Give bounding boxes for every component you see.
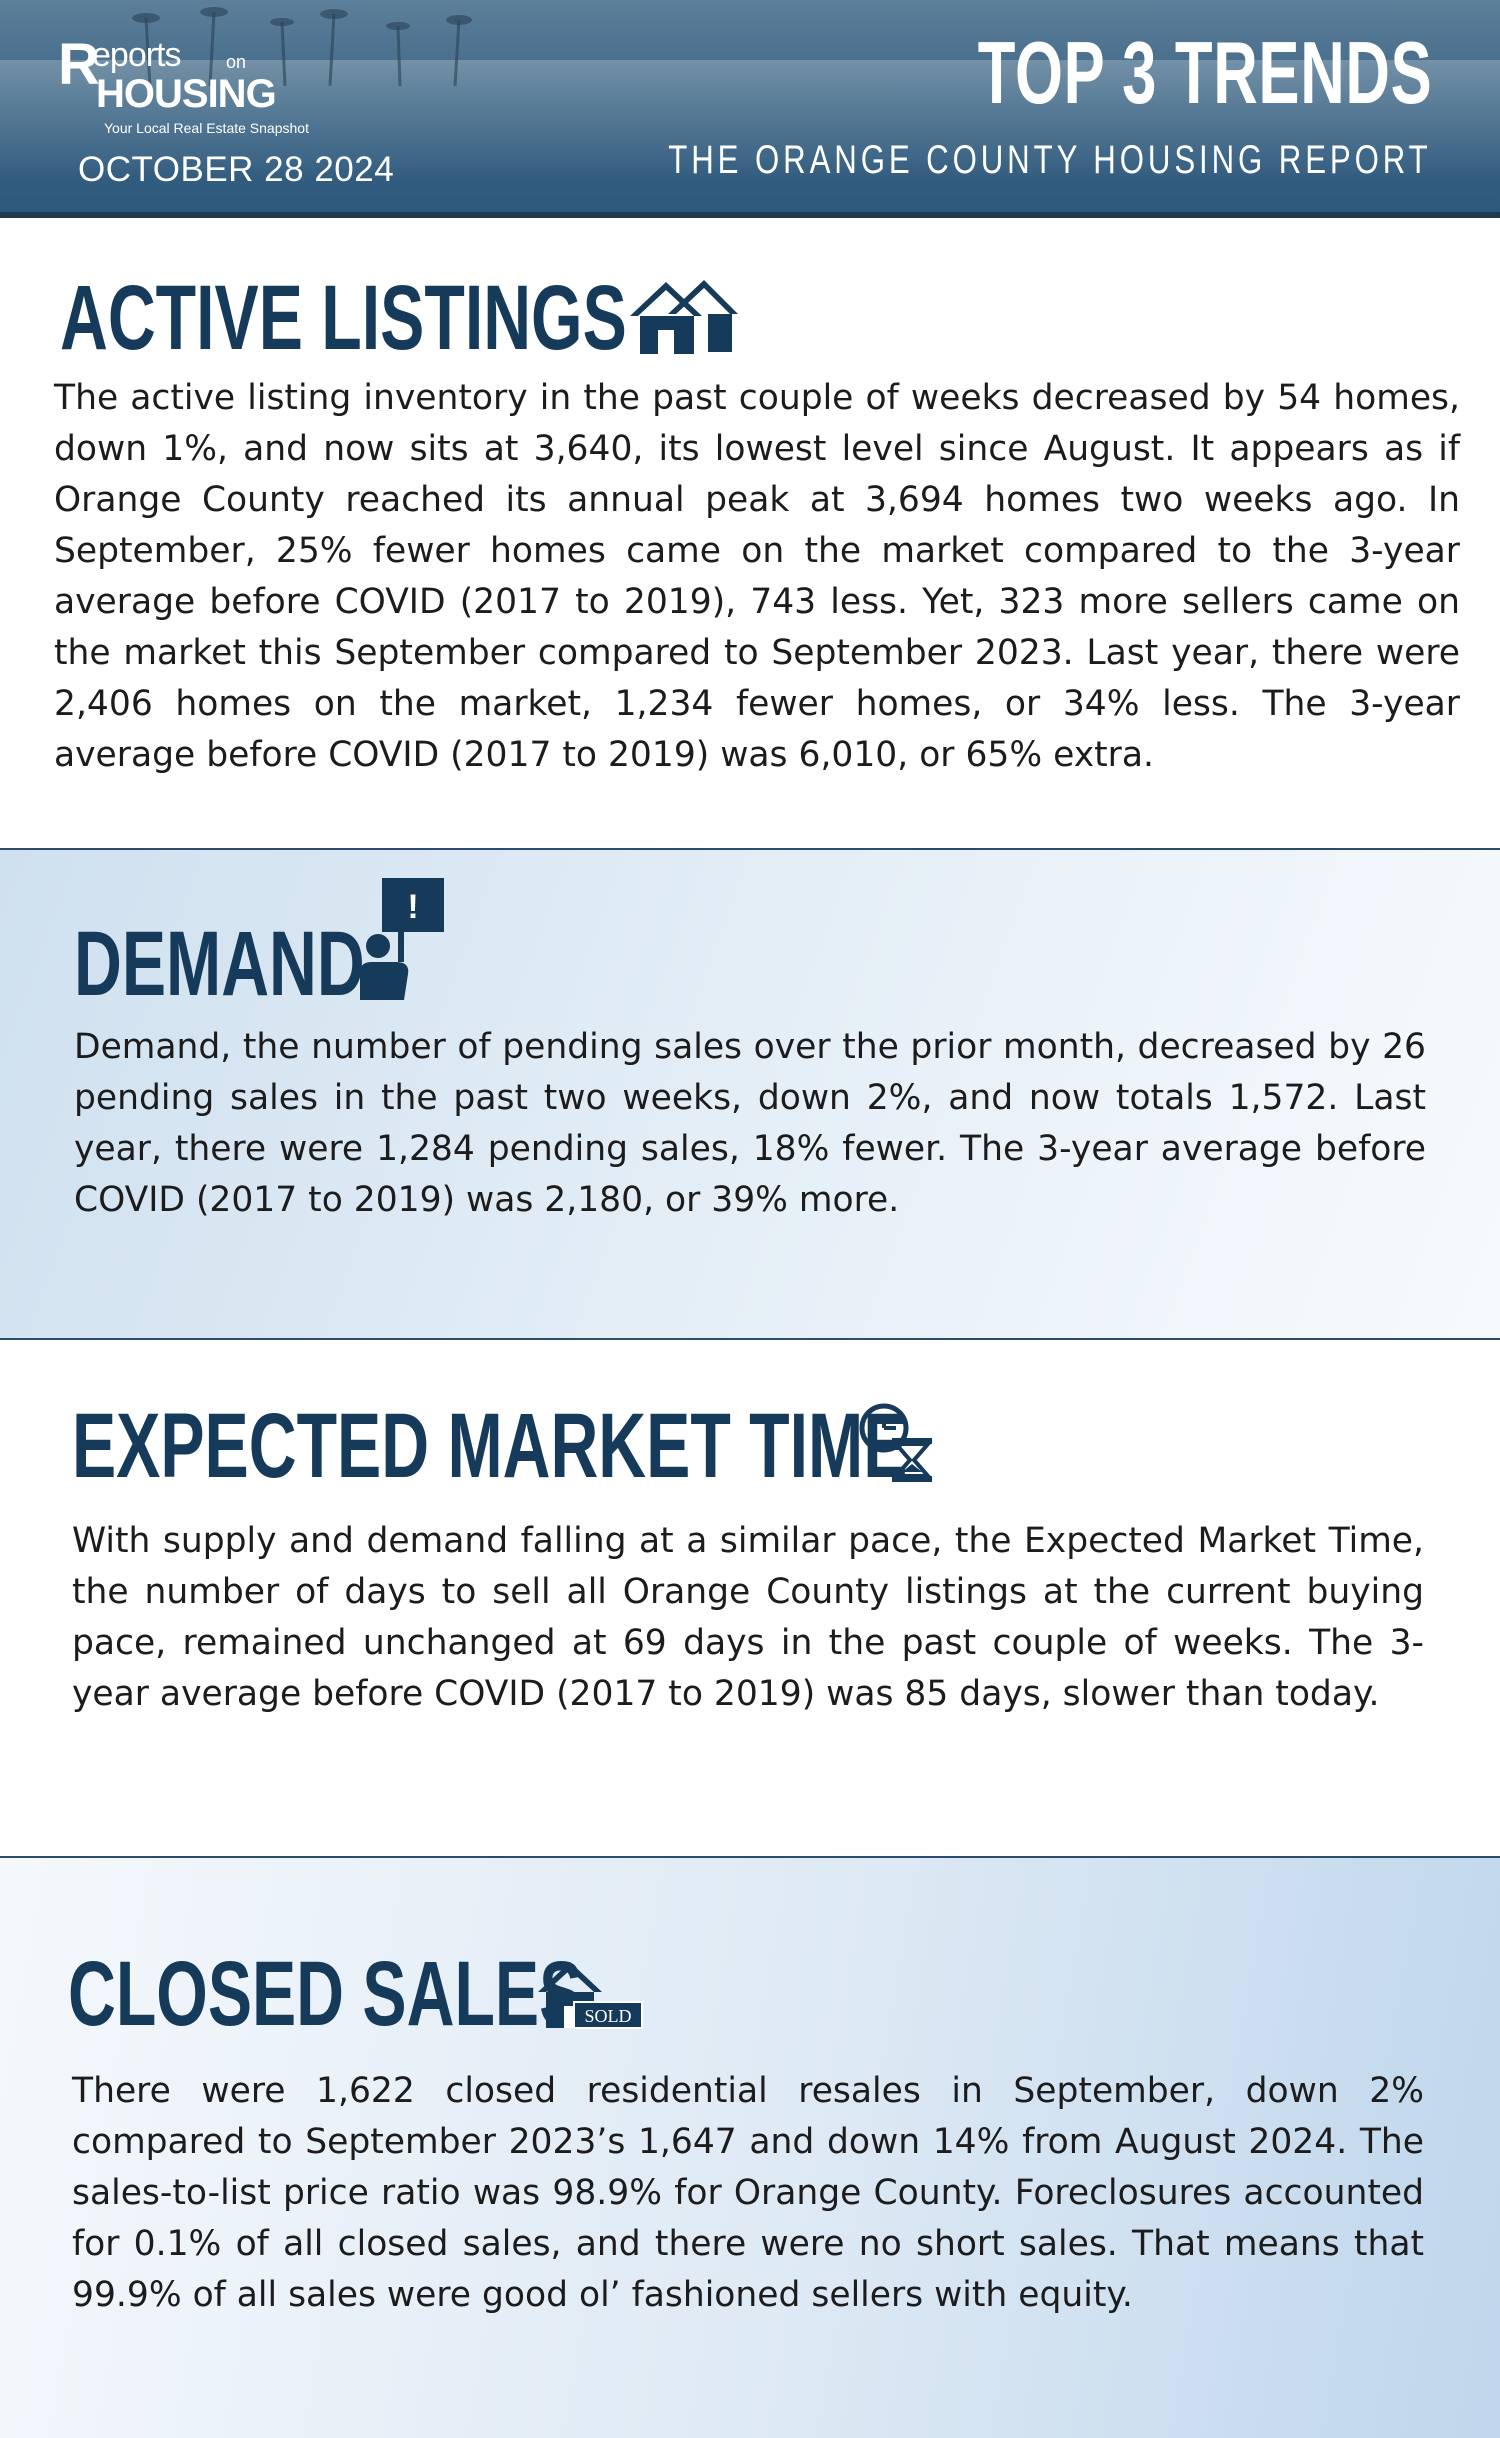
active-listings-body: The active listing inventory in the past… <box>54 378 1460 775</box>
section-closed-sales: CLOSED SALES SOLD There were 1,622 close… <box>0 1858 1500 2438</box>
section-divider <box>0 848 1500 850</box>
report-subtitle: THE ORANGE COUNTY HOUSING REPORT <box>668 138 1432 182</box>
expected-market-time-heading: EXPECTED MARKET TIME <box>72 1395 908 1497</box>
sold-label: SOLD <box>584 2006 631 2026</box>
reports-on-housing-logo: R eports on HOUSING Your Local Real Esta… <box>58 30 358 140</box>
logo-housing-text: HOUSING <box>96 72 277 116</box>
active-listings-heading: ACTIVE LISTINGS <box>60 267 627 369</box>
report-title: TOP 3 TRENDS <box>977 23 1432 122</box>
logo-reports-text: eports <box>92 36 181 74</box>
expected-market-time-body: With supply and demand falling at a simi… <box>72 1521 1424 1714</box>
closed-sales-body: There were 1,622 closed residential resa… <box>72 2071 1424 2315</box>
demand-body: Demand, the number of pending sales over… <box>74 1027 1426 1220</box>
header-bottom-strip <box>0 212 1500 218</box>
section-divider <box>0 1856 1500 1858</box>
sign-exclamation: ! <box>407 888 418 926</box>
house-sold-icon: SOLD <box>538 1962 643 2029</box>
palm-trees-decoration <box>132 7 472 86</box>
logo-letter-r: R <box>58 32 100 97</box>
person-with-sign-icon: ! <box>360 878 444 1000</box>
header-background-scenery <box>0 60 1500 180</box>
section-demand: DEMAND ! Demand, the number of pending s… <box>0 850 1500 1338</box>
report-header: R eports on HOUSING Your Local Real Esta… <box>0 0 1500 218</box>
closed-sales-heading: CLOSED SALES <box>68 1943 584 2045</box>
section-divider <box>0 1338 1500 1340</box>
demand-heading: DEMAND <box>74 913 365 1015</box>
section-active-listings: ACTIVE LISTINGS The active listing inven… <box>0 218 1500 848</box>
logo-on-text: on <box>226 52 247 72</box>
houses-icon <box>630 280 738 354</box>
clock-hourglass-icon <box>859 1403 933 1482</box>
logo-tagline: Your Local Real Estate Snapshot <box>104 120 309 136</box>
section-expected-market-time: EXPECTED MARKET TIME With supply and dem… <box>0 1340 1500 1856</box>
report-date: OCTOBER 28 2024 <box>78 150 395 189</box>
